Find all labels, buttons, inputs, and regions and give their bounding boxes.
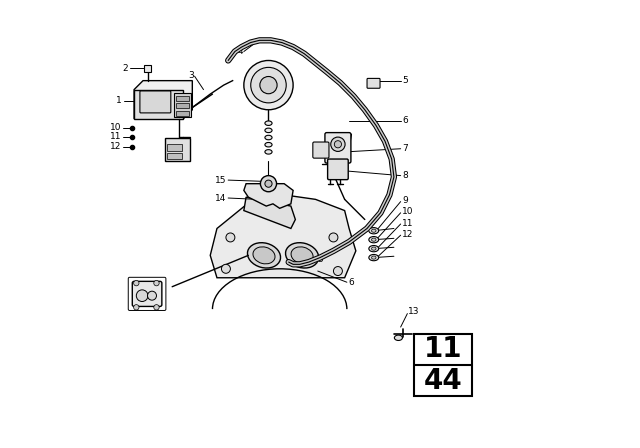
Text: 1: 1 (116, 96, 122, 105)
Ellipse shape (265, 128, 272, 133)
Text: 8: 8 (402, 171, 408, 180)
Bar (414, 334, 472, 396)
Bar (176, 103, 189, 108)
Ellipse shape (265, 135, 272, 140)
Bar (176, 96, 189, 101)
Circle shape (244, 60, 293, 110)
FancyBboxPatch shape (132, 281, 162, 306)
Bar (176, 111, 189, 116)
Text: 5: 5 (402, 76, 408, 85)
Circle shape (148, 291, 157, 300)
Ellipse shape (371, 229, 376, 233)
Polygon shape (134, 81, 192, 119)
Ellipse shape (253, 247, 275, 264)
FancyBboxPatch shape (325, 133, 351, 163)
Bar (145, 65, 150, 72)
Ellipse shape (265, 142, 272, 147)
Text: 14: 14 (216, 194, 227, 202)
Text: 9: 9 (402, 196, 408, 205)
Text: 11: 11 (402, 219, 413, 228)
Text: 6: 6 (402, 116, 408, 125)
Ellipse shape (291, 247, 313, 264)
Circle shape (154, 280, 159, 286)
Ellipse shape (285, 243, 319, 268)
Circle shape (221, 264, 230, 273)
Text: 13: 13 (408, 307, 420, 316)
Text: 4: 4 (237, 47, 243, 56)
Text: 11: 11 (424, 336, 463, 363)
Text: 10: 10 (110, 123, 122, 132)
Ellipse shape (394, 335, 403, 340)
Text: 15: 15 (215, 176, 227, 185)
Circle shape (134, 280, 139, 286)
Circle shape (265, 180, 272, 187)
Polygon shape (244, 197, 296, 228)
Ellipse shape (371, 247, 376, 250)
Circle shape (154, 305, 159, 310)
Text: 10: 10 (402, 207, 413, 216)
Ellipse shape (371, 238, 376, 241)
Text: 7: 7 (402, 144, 408, 153)
Bar (167, 153, 182, 159)
Ellipse shape (265, 150, 272, 154)
Circle shape (251, 67, 286, 103)
Ellipse shape (371, 256, 376, 259)
Ellipse shape (369, 246, 379, 252)
Circle shape (260, 176, 276, 192)
Text: 44: 44 (424, 367, 463, 395)
Ellipse shape (369, 254, 379, 261)
Circle shape (226, 233, 235, 242)
Bar (167, 144, 182, 151)
Circle shape (333, 267, 342, 276)
Circle shape (329, 233, 338, 242)
Text: 12: 12 (110, 142, 122, 151)
Text: 2: 2 (123, 64, 128, 73)
FancyBboxPatch shape (328, 159, 348, 180)
FancyBboxPatch shape (367, 78, 380, 88)
FancyBboxPatch shape (313, 142, 329, 158)
Bar (165, 138, 190, 161)
Circle shape (331, 137, 345, 151)
Ellipse shape (369, 228, 379, 234)
Polygon shape (134, 90, 184, 119)
Text: 11: 11 (110, 132, 122, 141)
Bar (174, 93, 191, 117)
Text: 6: 6 (348, 278, 354, 287)
Text: 5: 5 (317, 255, 323, 264)
Circle shape (136, 290, 148, 302)
Ellipse shape (248, 243, 280, 268)
Polygon shape (210, 195, 356, 278)
Circle shape (334, 141, 342, 148)
Circle shape (260, 77, 277, 94)
Text: 3: 3 (188, 71, 194, 80)
Circle shape (134, 305, 139, 310)
Text: 12: 12 (402, 230, 413, 239)
Ellipse shape (265, 121, 272, 125)
Polygon shape (244, 184, 293, 208)
Ellipse shape (369, 237, 379, 243)
FancyBboxPatch shape (140, 91, 171, 113)
